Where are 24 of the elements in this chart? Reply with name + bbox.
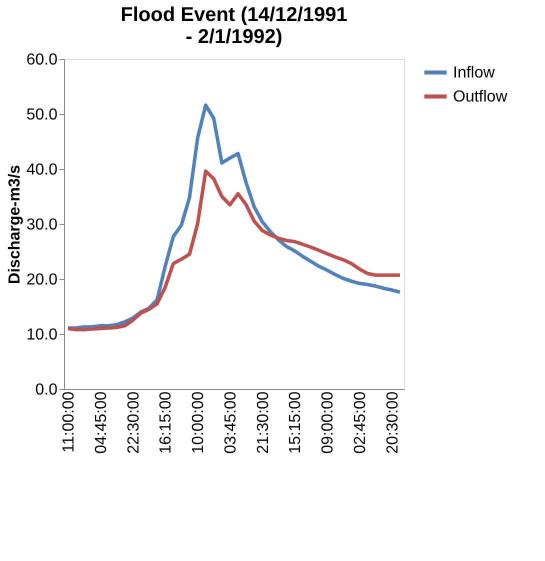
y-tick-label: 40.0: [26, 162, 58, 178]
y-tick-label: 60.0: [26, 52, 58, 68]
x-tick-label: 16:15:00: [158, 391, 175, 454]
x-tick-label: 02:45:00: [352, 391, 369, 454]
x-tick-label: 15:15:00: [287, 391, 304, 454]
y-tick-label: 20.0: [26, 272, 58, 288]
x-tick-label: 10:00:00: [190, 391, 208, 454]
y-tick-label: 10.0: [26, 326, 58, 344]
x-tick-label: 21:30:00: [254, 391, 272, 454]
y-tick-label: 50.0: [26, 106, 58, 124]
y-tick-label: 0.0: [35, 382, 58, 398]
line-series: [66, 169, 402, 332]
x-tick-label: 09:00:00: [320, 391, 337, 454]
legend-label: Inflow: [453, 64, 496, 82]
legend-label: Outflow: [453, 88, 508, 106]
y-tick-label: 30.0: [26, 216, 58, 234]
x-tick-label: 22:30:00: [125, 391, 142, 454]
chart-title: Flood Event (14/12/1991 - 2/1/1992): [120, 4, 348, 48]
y-axis-title: Discharge-m3/s: [6, 164, 24, 284]
x-tick-label: 04:45:00: [92, 391, 110, 454]
x-tick-label: 20:30:00: [384, 391, 402, 454]
x-tick-label: 11:00:00: [60, 391, 78, 453]
x-tick-label: 03:45:00: [222, 391, 240, 454]
line-series: [66, 103, 402, 330]
